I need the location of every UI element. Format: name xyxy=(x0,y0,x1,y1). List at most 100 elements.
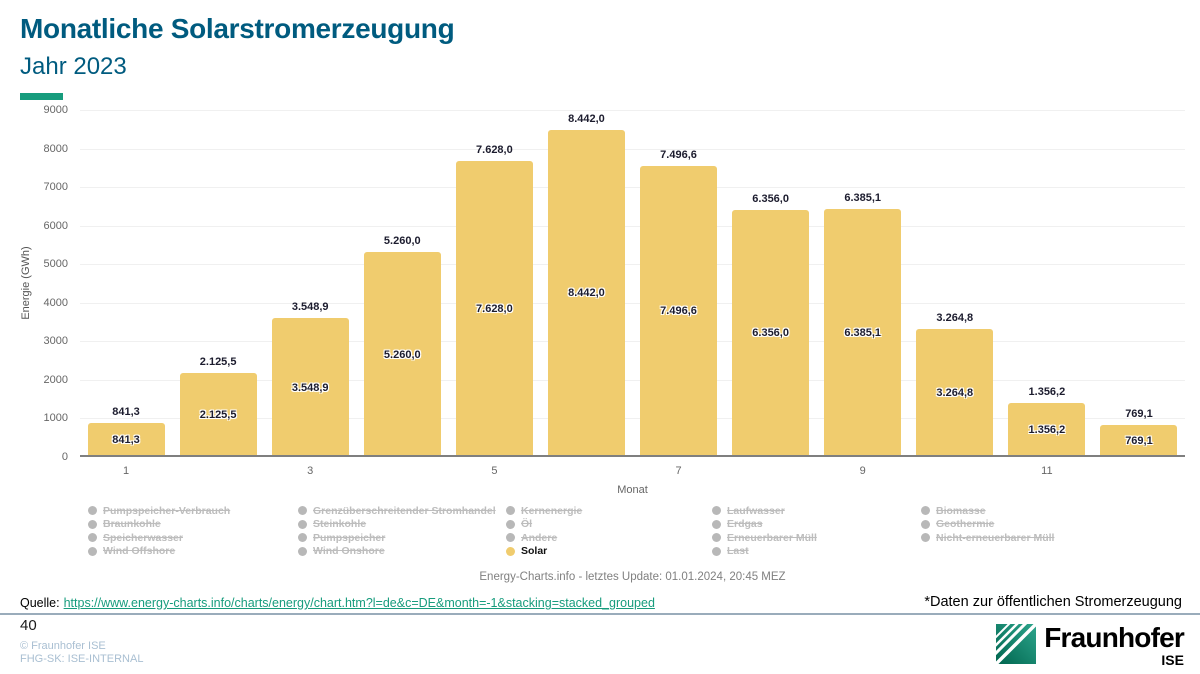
bar-value-label-inside: 2.125,5 xyxy=(199,409,237,422)
bar-value-label-inside: 8.442,0 xyxy=(568,287,605,300)
legend-item-solar[interactable]: Solar xyxy=(506,545,582,559)
bar-month-3[interactable] xyxy=(271,318,349,455)
legend-item-steinkohle[interactable]: Steinkohle xyxy=(298,518,496,532)
bar-month-1[interactable] xyxy=(87,422,165,455)
chart-caption: Energy-Charts.info - letztes Update: 01.… xyxy=(479,571,786,583)
bar-value-label-above: 7.496,6 xyxy=(660,148,697,161)
bar-month-7[interactable] xyxy=(640,165,718,455)
legend-dot xyxy=(712,519,721,529)
legend-label: Speicherwasser xyxy=(103,531,183,544)
legend-dot xyxy=(712,533,721,543)
legend-item-geothermie[interactable]: Geothermie xyxy=(921,518,1054,532)
bar-value-label-above: 6.385,1 xyxy=(844,191,882,204)
legend-label: Steinkohle xyxy=(313,518,367,531)
legend-dot xyxy=(88,546,97,556)
y-tick-label: 1000 xyxy=(43,412,68,425)
legend-item-braunkohle[interactable]: Braunkohle xyxy=(88,518,230,532)
bar-month-4[interactable] xyxy=(363,252,441,455)
legend-dot xyxy=(88,533,97,543)
legend-label: Laufwasser xyxy=(727,504,785,517)
bar-value-label-inside: 3.548,9 xyxy=(291,381,329,394)
legend-item-wind-onshore[interactable]: Wind Onshore xyxy=(298,545,496,559)
legend-column: Laufwasser Erdgas Erneuerbarer Müll Last xyxy=(712,504,817,558)
legend-item-l[interactable]: Öl xyxy=(506,518,582,532)
page-title: Monatliche Solarstromerzeugung xyxy=(20,13,455,44)
legend-item-wind-offshore[interactable]: Wind Offshore xyxy=(88,545,230,559)
legend-label: Grenzüberschreitender Stromhandel xyxy=(313,504,496,517)
y-tick-label: 2000 xyxy=(43,373,68,386)
y-tick-label: 4000 xyxy=(43,296,68,309)
legend-column: Pumpspeicher-Verbrauch Braunkohle Speicher… xyxy=(88,504,230,558)
bar-value-label-above: 3.548,9 xyxy=(291,301,329,314)
bar-month-6[interactable] xyxy=(547,129,625,455)
x-tick-label: 5 xyxy=(491,465,498,477)
logo-wordmark: Fraunhofer xyxy=(1044,622,1185,653)
bar-value-label-above: 2.125,5 xyxy=(199,356,237,369)
legend-column: Grenzüberschreitender Stromhandel Steinko… xyxy=(298,504,496,558)
bar-value-label-inside: 3.264,8 xyxy=(936,387,974,400)
copyright-text: © Fraunhofer ISE xyxy=(20,640,106,652)
bar-month-10[interactable] xyxy=(916,329,994,455)
bar-month-8[interactable] xyxy=(732,209,810,455)
y-tick-label: 3000 xyxy=(43,335,68,348)
grid-line xyxy=(80,264,1185,266)
legend-item-speicherwasser[interactable]: Speicherwasser xyxy=(88,531,230,545)
data-note: *Daten zur öffentlichen Stromerzeugung xyxy=(924,594,1182,610)
legend-item-erneuerbarer-m-ll[interactable]: Erneuerbarer Müll xyxy=(712,531,817,545)
bar-value-label-above: 3.264,8 xyxy=(936,312,974,325)
source-label: Quelle: xyxy=(20,596,60,610)
grid-line xyxy=(80,418,1185,420)
logo-institute: ISE xyxy=(1161,652,1184,668)
bar-value-label-inside: 7.496,6 xyxy=(660,305,697,318)
bar-value-label-inside: 5.260,0 xyxy=(383,348,421,361)
legend-item-biomasse[interactable]: Biomasse xyxy=(921,504,1054,518)
y-axis-ticks: 0 1000 2000 3000 4000 5000 6000 7000 8000 9000 xyxy=(0,104,72,463)
fraunhofer-logo-icon xyxy=(996,624,1037,664)
bar-month-11[interactable] xyxy=(1008,402,1086,455)
legend-dot xyxy=(298,519,307,529)
bar-value-label-above: 1.356,2 xyxy=(1028,385,1066,398)
legend-label: Braunkohle xyxy=(103,518,161,531)
bar-month-2[interactable] xyxy=(179,373,257,455)
grid-line xyxy=(80,379,1185,381)
legend-dot xyxy=(506,519,515,529)
legend-label: Nicht-erneuerbarer Müll xyxy=(936,531,1055,544)
legend-item-nicht-erneuerbarer-m-ll[interactable]: Nicht-erneuerbarer Müll xyxy=(921,531,1054,545)
bar-value-label-above: 769,1 xyxy=(1125,408,1153,421)
legend-item-kernenergie[interactable]: Kernenergie xyxy=(506,504,582,518)
classification-text: FHG-SK: ISE-INTERNAL xyxy=(20,653,144,665)
legend-item-erdgas[interactable]: Erdgas xyxy=(712,518,817,532)
legend-dot xyxy=(506,546,515,556)
bar-month-9[interactable] xyxy=(824,208,902,455)
legend-label: Wind Onshore xyxy=(313,545,385,558)
legend-dot xyxy=(506,533,515,543)
x-tick-label: 3 xyxy=(307,465,314,477)
legend-label: Biomasse xyxy=(936,504,986,517)
plot-area: 841,3 841,3 2.125,5 2.125,5 3.548,9 3.548,9 5.… xyxy=(80,110,1185,457)
source-link[interactable]: https://www.energy-charts.info/charts/en… xyxy=(63,596,655,610)
legend-item-last[interactable]: Last xyxy=(712,545,817,559)
y-tick-label: 0 xyxy=(61,451,68,463)
bar-value-label-inside: 769,1 xyxy=(1125,435,1153,448)
legend-item-laufwasser[interactable]: Laufwasser xyxy=(712,504,817,518)
legend-dot xyxy=(712,506,721,516)
x-tick-label: 7 xyxy=(675,465,682,477)
legend-item-pumpspeicher[interactable]: Pumpspeicher xyxy=(298,531,496,545)
grid-line xyxy=(80,110,1185,111)
bar-value-label-above: 5.260,0 xyxy=(383,235,421,248)
fraunhofer-logo: Fraunhofer ISE xyxy=(996,622,1185,668)
legend-dot xyxy=(921,506,930,516)
y-tick-label: 5000 xyxy=(43,258,68,271)
legend-item-grenz-berschreitender-stromhandel[interactable]: Grenzüberschreitender Stromhandel xyxy=(298,504,496,518)
legend-label: Öl xyxy=(521,518,533,531)
legend-item-andere[interactable]: Andere xyxy=(506,531,582,545)
footer-divider xyxy=(0,613,1200,615)
accent-bar xyxy=(20,93,63,100)
bar-month-5[interactable] xyxy=(455,160,533,455)
legend-item-pumpspeicher-verbrauch[interactable]: Pumpspeicher-Verbrauch xyxy=(88,504,230,518)
legend-dot xyxy=(298,546,307,556)
legend-dot xyxy=(921,533,930,543)
bar-month-12[interactable] xyxy=(1100,425,1178,455)
x-tick-label: 1 xyxy=(122,465,130,477)
y-tick-label: 8000 xyxy=(43,142,68,155)
